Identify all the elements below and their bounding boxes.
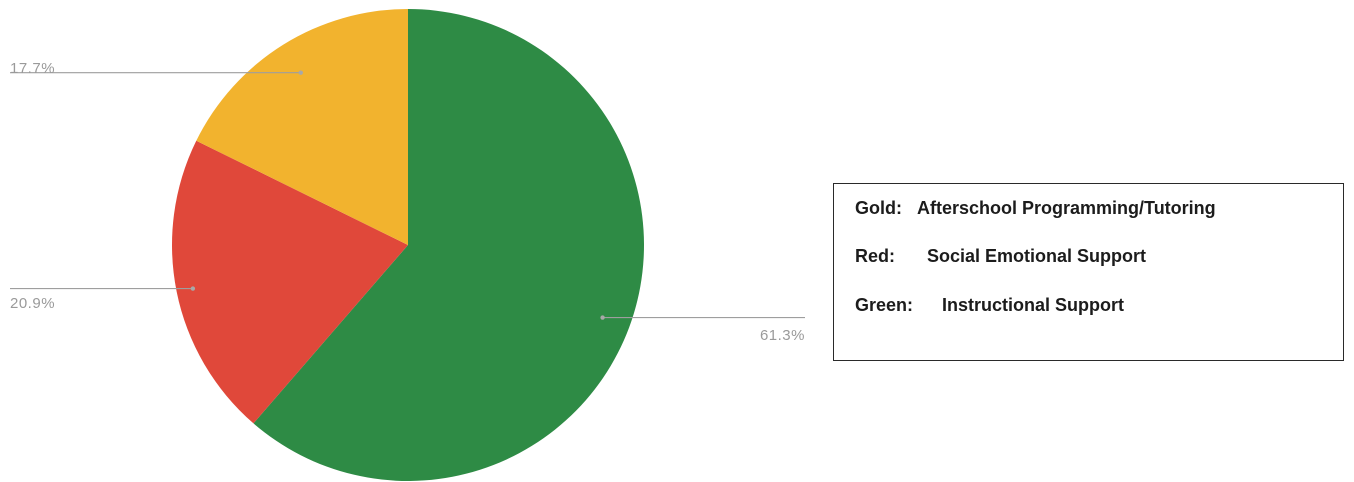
leader-dot-social-emotional-support bbox=[190, 286, 196, 291]
legend-item-green: Green: Instructional Support bbox=[855, 295, 1124, 316]
leader-dot-afterschool-programming bbox=[298, 70, 303, 75]
legend-text-gold: Afterschool Programming/Tutoring bbox=[917, 198, 1216, 218]
data-label-instructional-support: 61.3% bbox=[760, 327, 805, 344]
pie-slice-instructional-support bbox=[253, 9, 645, 481]
legend-text-red: Social Emotional Support bbox=[927, 246, 1147, 266]
legend-key-green: Green: bbox=[855, 295, 914, 315]
data-label-social-emotional-support: 20.9% bbox=[10, 295, 55, 312]
legend-box: Gold: Afterschool Programming/Tutoring Re… bbox=[833, 183, 1344, 361]
pie-chart: 61.3% 20.9% 17.7% bbox=[10, 9, 805, 481]
pie-slice-social-emotional-support bbox=[172, 140, 408, 424]
legend-text-green: Instructional Support bbox=[942, 295, 1124, 315]
legend-item-gold: Gold: Afterschool Programming/Tutoring bbox=[855, 198, 1216, 219]
pie-chart-svg: 61.3% 20.9% 17.7% bbox=[10, 9, 805, 481]
pie-slice-afterschool-programming bbox=[196, 9, 408, 245]
legend-key-red: Red: bbox=[855, 246, 895, 266]
legend-item-red: Red: Social Emotional Support bbox=[855, 246, 1146, 267]
leader-dot-instructional-support bbox=[600, 315, 605, 320]
legend-key-gold: Gold: bbox=[855, 198, 902, 218]
data-label-afterschool-programming: 17.7% bbox=[10, 60, 55, 77]
